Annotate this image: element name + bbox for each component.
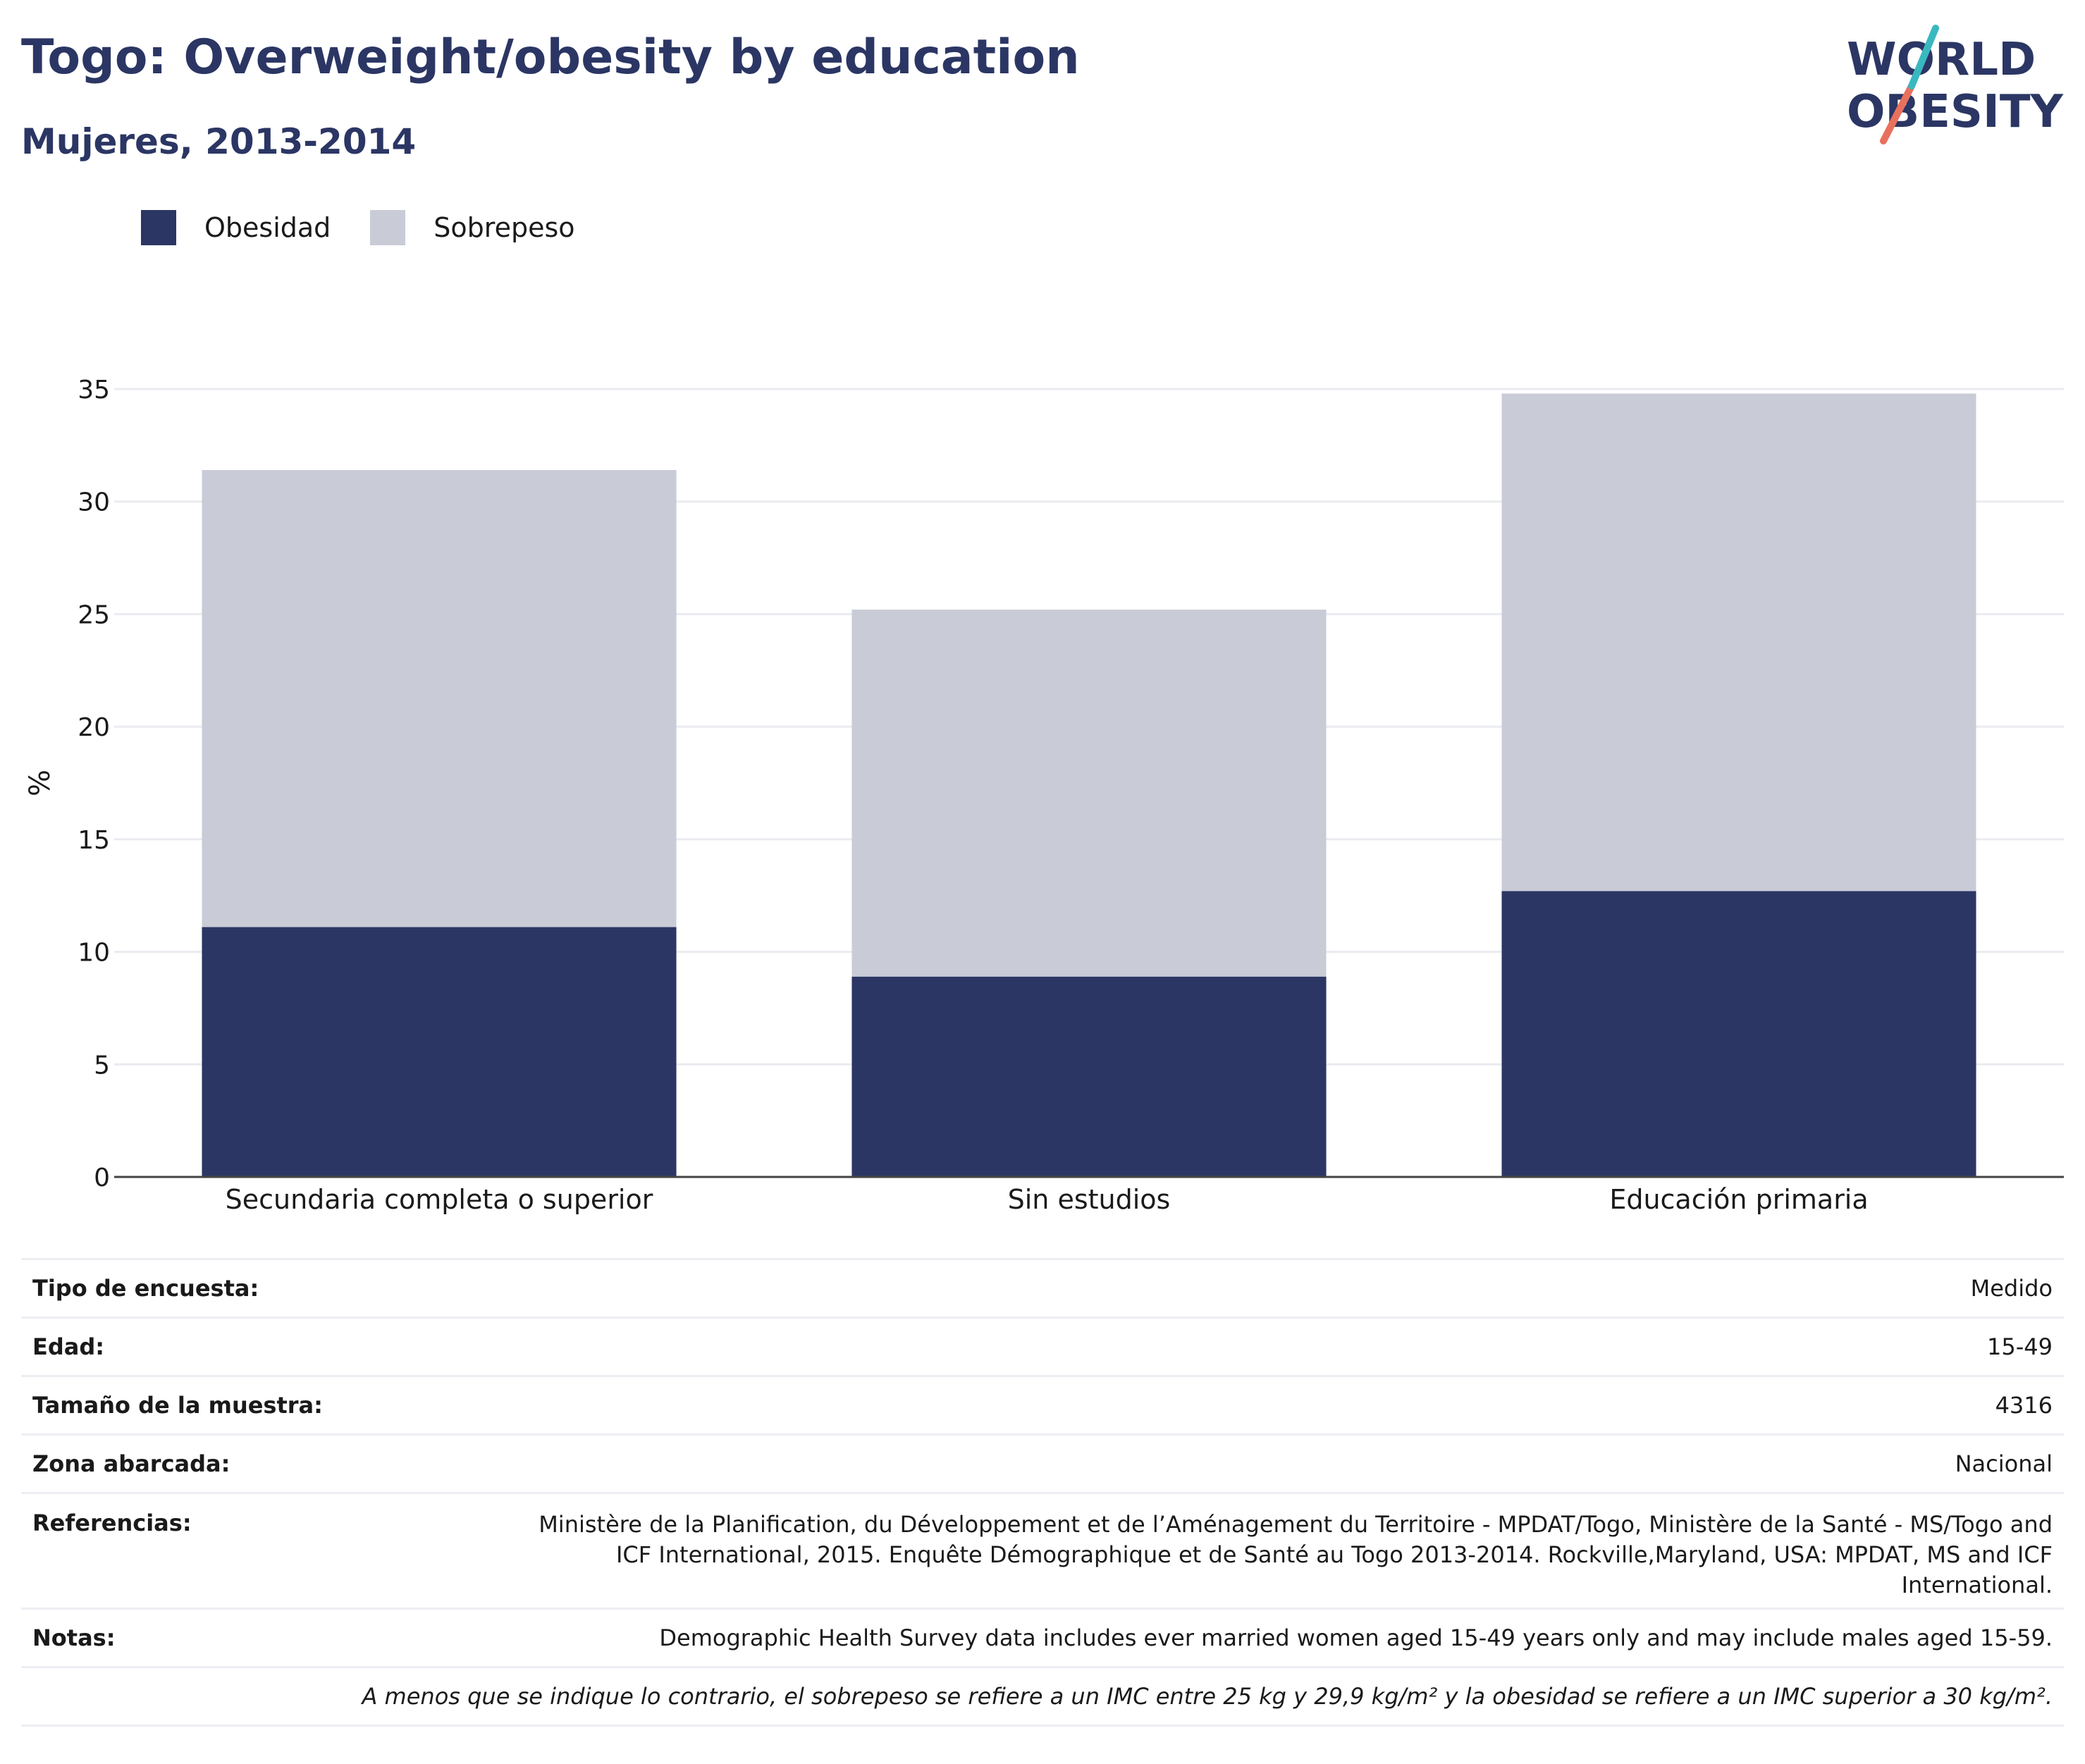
legend-item-obesidad: Obesidad [141,210,331,245]
info-row-age: Edad: 15-49 [21,1319,2064,1377]
world-obesity-logo: WORLD OBESITY [1847,25,2063,144]
info-value: Nacional [1955,1450,2053,1477]
footnote-text: A menos que se indique lo contrario, el … [362,1683,2053,1710]
y-tick-label: 35 [78,376,110,405]
info-row-footnote: A menos que se indique lo contrario, el … [21,1668,2064,1727]
info-label: Referencias: [32,1510,192,1536]
info-row-sample-size: Tamaño de la muestra: 4316 [21,1377,2064,1436]
info-label: Tamaño de la muestra: [32,1392,323,1419]
page-subtitle: Mujeres, 2013-2014 [21,121,417,162]
bar-obesidad-2 [851,976,1327,1177]
info-label: Tipo de encuesta: [32,1275,259,1302]
legend-label-obesidad: Obesidad [204,212,331,243]
info-label: Zona abarcada: [32,1450,230,1477]
stacked-bar-chart: 0 5 10 15 20 25 30 35% Secundaria completa o sup… [24,376,2064,1215]
info-label: Edad: [32,1333,105,1360]
legend-swatch-obesidad [141,210,176,245]
bar-obesidad-3 [1501,891,1976,1177]
legend-label-sobrepeso: Sobrepeso [433,212,575,243]
bar-sobrepeso-2 [851,610,1327,977]
logo-text-obesity: OBESITY [1847,86,2063,138]
info-value: Medido [1970,1275,2053,1302]
y-tick-label: 25 [78,600,110,629]
info-row-survey-type: Tipo de encuesta: Medido [21,1260,2064,1319]
bar-sobrepeso-1 [202,469,677,927]
legend-item-sobrepeso: Sobrepeso [370,210,575,245]
y-tick-label: 30 [78,488,110,517]
logo-text-world: WORLD [1847,34,2036,86]
legend-swatch-sobrepeso [370,210,406,245]
info-row-references: Referencias: Ministère de la Planificati… [21,1494,2064,1610]
logo-slash-teal [1908,25,1939,90]
x-tick-label: Secundaria completa o superior [226,1184,653,1215]
bar-obesidad-1 [202,927,677,1177]
y-tick-label: 15 [78,826,110,855]
info-value: 4316 [1995,1392,2053,1419]
y-axis-label: % [24,770,56,796]
info-row-notes: Notas: Demographic Health Survey data in… [21,1610,2064,1668]
y-tick-label: 0 [94,1164,110,1192]
logo-slash-coral [1880,82,1915,144]
info-value: Demographic Health Survey data includes … [659,1624,2053,1651]
y-tick-label: 5 [94,1051,110,1080]
survey-info-table: Tipo de encuesta: Medido Edad: 15-49 Tam… [21,1258,2064,1727]
info-value: Ministère de la Planification, du Dévelo… [539,1511,2053,1598]
bar-sobrepeso-3 [1501,393,1976,892]
info-label: Notas: [32,1624,116,1651]
y-tick-label: 10 [78,939,110,968]
info-value: 15-49 [1987,1333,2053,1360]
x-tick-label: Sin estudios [1008,1184,1171,1215]
chart-legend: Obesidad Sobrepeso [141,209,615,247]
page-title: Togo: Overweight/obesity by education [21,30,1080,85]
x-tick-label: Educación primaria [1609,1184,1868,1215]
info-row-area: Zona abarcada: Nacional [21,1436,2064,1494]
y-tick-label: 20 [78,713,110,742]
